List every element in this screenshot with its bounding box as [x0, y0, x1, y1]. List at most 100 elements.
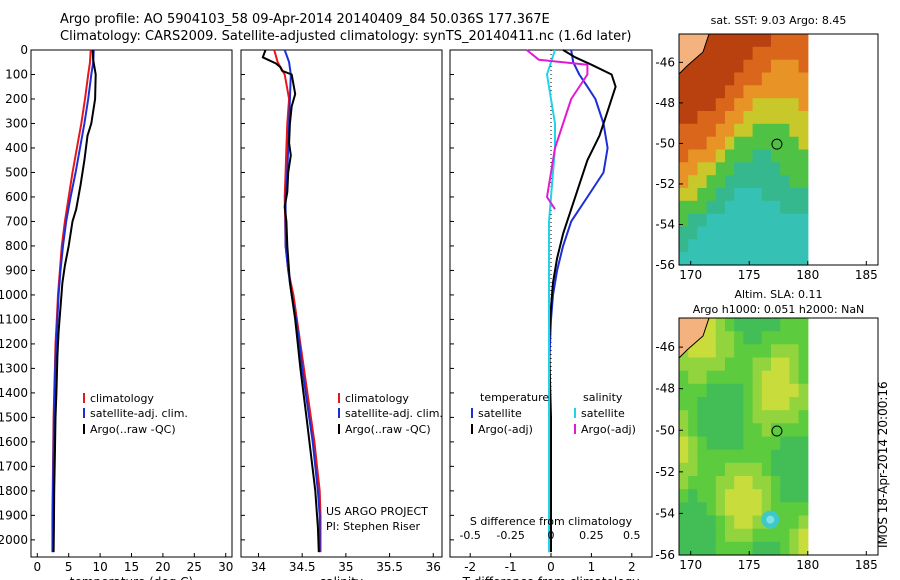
- x-tick-label: 0: [547, 560, 555, 574]
- y-tick-label: 700: [5, 214, 28, 228]
- map-cell: [715, 370, 726, 385]
- map-frame: [678, 33, 879, 266]
- map-cell: [761, 111, 772, 125]
- map-cell: [679, 436, 689, 451]
- map-cell: [771, 449, 781, 464]
- map-cell: [706, 357, 717, 372]
- map-cell: [715, 162, 726, 176]
- map-cell: [725, 59, 735, 74]
- top-axis-label: S difference from climatology: [470, 515, 633, 528]
- map-cell: [752, 462, 763, 477]
- map-cell: [679, 72, 689, 86]
- map-cell: [743, 383, 754, 398]
- map-cell: [780, 502, 790, 517]
- map-cell: [771, 213, 781, 228]
- map-cell: [734, 476, 744, 490]
- map-cell: [780, 397, 790, 411]
- map-y-tick-label: -46: [655, 55, 675, 69]
- map-cell: [706, 502, 717, 517]
- y-tick-label: 500: [5, 165, 28, 179]
- map-cell: [679, 383, 689, 398]
- map-cell: [715, 541, 726, 556]
- map-cell: [697, 370, 708, 385]
- map-cell: [780, 410, 790, 424]
- map-cell: [771, 200, 781, 215]
- map-cell: [734, 111, 744, 125]
- map-cell: [697, 149, 708, 163]
- map-cell: [752, 449, 763, 464]
- map-cell: [715, 344, 726, 359]
- map-cell: [688, 162, 698, 176]
- map-cell: [706, 98, 717, 112]
- map-cell: [734, 489, 744, 503]
- y-tick-label: 400: [5, 141, 28, 155]
- map-cell: [688, 226, 698, 240]
- map-cell: [715, 72, 726, 86]
- map-cell: [734, 149, 744, 163]
- map-cell: [725, 175, 735, 189]
- map-cell: [761, 149, 772, 163]
- x-tick-label: -2: [464, 560, 476, 574]
- legend-heading-temperature: temperature: [480, 391, 549, 404]
- map-cell: [761, 213, 772, 228]
- chart-title-line-2: Climatology: CARS2009. Satellite-adjuste…: [60, 29, 632, 44]
- map-cell: [734, 59, 744, 74]
- map-cell: [789, 34, 800, 48]
- map-cell: [789, 175, 800, 189]
- legend-label: Argo(-adj): [478, 423, 533, 436]
- map-cell: [697, 344, 708, 359]
- map-cell: [734, 370, 744, 385]
- map-cell: [771, 239, 781, 253]
- map-cell: [798, 462, 809, 477]
- map-cell: [771, 188, 781, 202]
- map-y-tick-label: -46: [655, 340, 675, 354]
- map-cell: [798, 383, 809, 398]
- map-cell: [761, 397, 772, 411]
- map-cell: [798, 357, 809, 372]
- map-cell: [798, 410, 809, 424]
- map-cell: [715, 46, 726, 61]
- panel-1-frame: [30, 49, 233, 558]
- map-cell: [743, 226, 754, 240]
- map-cell: [743, 136, 754, 151]
- map-cell: [679, 502, 689, 517]
- map-cell: [752, 46, 763, 61]
- map-cell: [697, 59, 708, 74]
- project-annotation: US ARGO PROJECT: [326, 505, 428, 518]
- map-cell: [743, 162, 754, 176]
- map-cell: [752, 318, 763, 332]
- map-cell: [761, 252, 772, 266]
- map-cell: [761, 370, 772, 385]
- map-cell: [706, 123, 717, 138]
- map-cell: [679, 449, 689, 464]
- map-cell: [798, 331, 809, 345]
- map-cell: [743, 331, 754, 345]
- map-y-tick-label: -56: [655, 548, 675, 562]
- map-cell: [752, 123, 763, 138]
- map-cell: [761, 436, 772, 451]
- map-cell: [789, 515, 800, 530]
- map-cell: [715, 239, 726, 253]
- map-y-tick-label: -50: [655, 136, 675, 150]
- map-cell: [679, 476, 689, 490]
- map-cell: [798, 46, 809, 61]
- map-cell: [771, 423, 781, 438]
- map-cell: [771, 162, 781, 176]
- legend-label: satellite-adj. clim.: [345, 407, 443, 420]
- map-cell: [789, 239, 800, 253]
- map-cell: [688, 476, 698, 490]
- map-cell: [688, 423, 698, 438]
- map-cell: [789, 436, 800, 451]
- x-tick-label: 1: [588, 560, 596, 574]
- map-cell: [715, 423, 726, 438]
- map-cell: [688, 111, 698, 125]
- map-cell: [789, 383, 800, 398]
- x-tick-label: 0: [33, 560, 41, 574]
- map-cell: [752, 397, 763, 411]
- map-cell: [697, 449, 708, 464]
- map-cell: [743, 46, 754, 61]
- map-cell: [688, 397, 698, 411]
- map-cell: [706, 436, 717, 451]
- map-cell: [706, 476, 717, 490]
- map-cell: [789, 188, 800, 202]
